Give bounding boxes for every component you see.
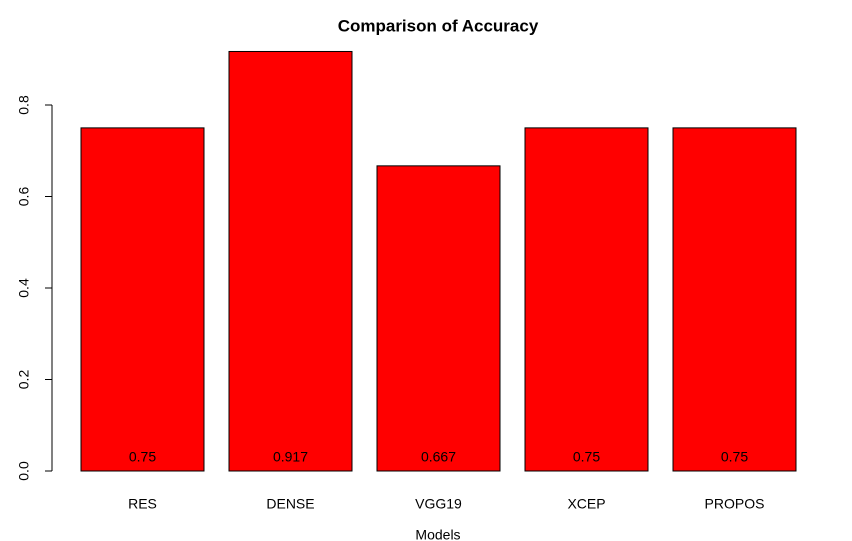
bar — [672, 127, 797, 472]
x-axis-label: Models — [415, 527, 460, 541]
y-tick-label: 0.4 — [16, 278, 32, 298]
x-tick-label: PROPOS — [705, 496, 765, 512]
y-tick-label: 0.6 — [16, 187, 32, 207]
bar — [524, 127, 649, 472]
bar — [228, 50, 353, 472]
value-label: 0.667 — [421, 449, 456, 465]
value-label: 0.75 — [573, 449, 600, 465]
chart-title: Comparison of Accuracy — [338, 16, 539, 35]
x-tick-label: RES — [128, 496, 157, 512]
y-tick-label: 0.0 — [16, 461, 32, 481]
y-tick-label: 0.2 — [16, 370, 32, 390]
bar — [80, 127, 205, 472]
x-tick-label: DENSE — [266, 496, 314, 512]
value-label: 0.75 — [721, 449, 748, 465]
value-label: 0.917 — [273, 449, 308, 465]
bar — [376, 165, 501, 472]
value-label: 0.75 — [129, 449, 156, 465]
x-tick-label: XCEP — [567, 496, 605, 512]
x-tick-label: VGG19 — [415, 496, 462, 512]
y-tick-label: 0.8 — [16, 95, 32, 115]
